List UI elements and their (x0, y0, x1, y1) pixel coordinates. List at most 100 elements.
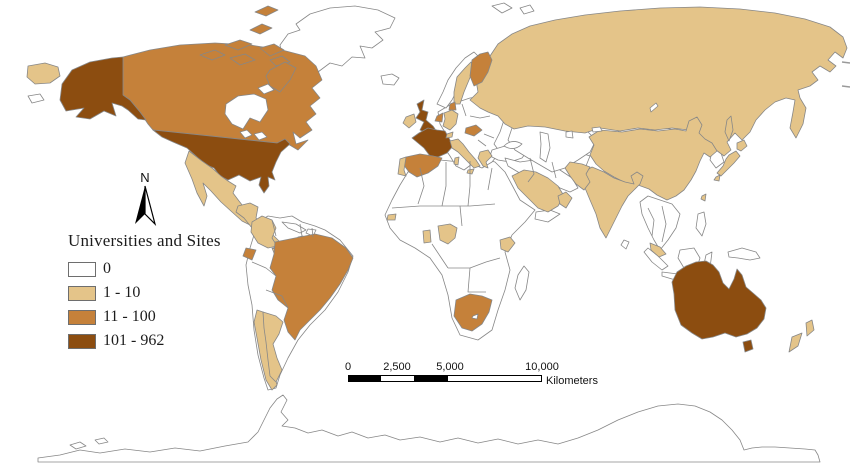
country-portugal (397, 156, 407, 177)
country-australia (671, 260, 767, 340)
lesotho-enclave (471, 313, 479, 320)
country-finland (469, 51, 493, 87)
legend-row: 11 - 100 (68, 305, 221, 329)
scale-tick-2500: 2,500 (383, 361, 411, 373)
new-zealand-north-island (805, 319, 815, 337)
japan-honshu (716, 150, 741, 177)
country-madagascar (514, 265, 530, 301)
legend-swatch-1-10 (68, 285, 96, 301)
legend-label-1-10: 1 - 10 (103, 284, 141, 301)
country-denmark (448, 101, 457, 111)
lake-balkhash-water (591, 126, 603, 133)
scale-bar-ticks: 0 2,500 5,000 10,000 (345, 361, 608, 375)
country-united-states (152, 129, 291, 194)
country-ghana (422, 229, 432, 244)
interior-borders (27, 93, 667, 309)
country-malaysia (649, 242, 667, 258)
country-hungary (464, 124, 483, 137)
foxe-basin-water (257, 83, 275, 95)
aral-sea-water (565, 130, 574, 139)
antarctic-island-2 (94, 437, 109, 445)
country-oman-uae (557, 191, 573, 209)
arctic-island (224, 39, 253, 51)
legend-swatch-101-962 (68, 333, 96, 349)
legend-label-0: 0 (103, 260, 111, 277)
scale-bar-segment (381, 376, 414, 381)
country-sweden (453, 61, 475, 105)
scale-bar-segment (448, 376, 541, 381)
arctic-island (199, 49, 226, 61)
country-china (588, 116, 718, 201)
legend-label-11-100: 11 - 100 (103, 308, 156, 325)
arctic-island (254, 5, 279, 17)
indochina-outline (639, 195, 681, 251)
scale-bar-segments (348, 375, 542, 382)
country-india (581, 166, 644, 239)
country-italy (449, 138, 481, 169)
new-guinea-island (727, 247, 761, 261)
antarctic-island-1 (69, 441, 87, 450)
svalbard-island (491, 2, 513, 14)
scale-bar-segment (349, 376, 381, 381)
country-russia (469, 6, 848, 157)
legend-label-101-962: 101 - 962 (103, 332, 165, 349)
country-benelux (434, 112, 444, 123)
scale-bar: 0 2,500 5,000 10,000 Kilometers (345, 361, 608, 387)
country-sardinia (453, 156, 460, 166)
japan-hokkaido (736, 139, 748, 152)
legend: Universities and Sites 0 1 - 10 11 - 100… (68, 231, 221, 353)
country-nigeria (437, 223, 458, 245)
country-ireland (402, 113, 417, 129)
cuba-island (281, 221, 307, 234)
country-canada (122, 42, 323, 151)
country-iceland (380, 73, 400, 86)
country-tasmania (742, 339, 754, 353)
scale-bar-unit: Kilometers (546, 375, 598, 387)
north-arrow-label: N (140, 170, 150, 185)
country-france (411, 127, 454, 158)
country-antarctica (37, 394, 821, 463)
country-spain (402, 153, 443, 178)
country-brazil (269, 233, 354, 341)
country-greece (477, 149, 493, 169)
great-lakes-west (239, 129, 253, 139)
arctic-island (269, 55, 291, 67)
hudson-bay-water (224, 93, 269, 130)
legend-row: 101 - 962 (68, 329, 221, 353)
lake-baikal-water (649, 102, 659, 113)
black-sea-water (503, 141, 523, 149)
country-south-africa (453, 293, 493, 332)
country-argentina (262, 311, 284, 383)
country-taiwan (700, 193, 707, 202)
north-arrow-icon (135, 185, 157, 226)
legend-row: 1 - 10 (68, 281, 221, 305)
arctic-island (249, 23, 273, 35)
baffin-island (265, 61, 297, 93)
legend-title: Universities and Sites (68, 231, 221, 250)
country-alaska (59, 56, 147, 121)
arctic-island (229, 53, 256, 66)
country-senegal (386, 213, 397, 221)
great-lakes-east (253, 131, 268, 141)
north-arrow: N (130, 171, 160, 233)
africa-outline (384, 157, 536, 341)
new-zealand-south-island (788, 332, 803, 353)
arctic-island (259, 43, 285, 57)
chukotka-wrap (26, 62, 61, 85)
philippines-outline (695, 211, 707, 237)
country-sicily (466, 168, 475, 175)
sakhalin-island (724, 115, 734, 142)
country-switzerland (445, 131, 454, 139)
sri-lanka-island (620, 239, 630, 250)
legend-swatch-11-100 (68, 309, 96, 325)
scale-bar-segment (414, 376, 448, 381)
franz-josef-island (519, 4, 535, 15)
legend-row: 0 (68, 257, 221, 281)
scale-tick-5000: 5,000 (436, 361, 464, 373)
japan-kyushu (713, 174, 721, 182)
country-colombia (250, 215, 278, 249)
country-ecuador (242, 247, 257, 261)
country-kenya (499, 236, 516, 253)
